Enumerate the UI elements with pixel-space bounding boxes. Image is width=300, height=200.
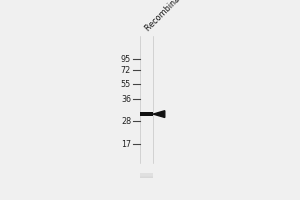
Text: 28: 28	[121, 117, 131, 126]
Bar	[140, 173, 153, 176]
Bar	[140, 173, 153, 176]
Text: 95: 95	[121, 55, 131, 64]
Bar	[140, 174, 153, 177]
Bar	[140, 173, 153, 176]
Bar	[140, 174, 153, 177]
Bar	[140, 175, 153, 178]
Bar	[140, 173, 153, 176]
Bar	[140, 175, 153, 177]
Bar	[140, 175, 153, 178]
Bar	[140, 174, 153, 177]
Bar	[140, 174, 153, 177]
Bar	[140, 175, 153, 178]
Bar	[140, 173, 153, 176]
Bar	[140, 174, 153, 177]
Text: 55: 55	[121, 80, 131, 89]
Bar	[140, 173, 153, 176]
Polygon shape	[153, 111, 165, 117]
Bar	[140, 173, 153, 176]
Bar	[140, 174, 153, 176]
Bar	[140, 173, 153, 176]
Bar	[140, 175, 153, 178]
Bar	[140, 174, 153, 177]
Bar	[140, 173, 153, 176]
Bar	[140, 173, 153, 176]
Text: 17: 17	[121, 140, 131, 149]
Bar	[140, 173, 153, 176]
Bar	[140, 112, 153, 116]
Bar	[140, 174, 153, 177]
Bar	[140, 173, 153, 176]
Bar	[140, 174, 153, 177]
Bar	[140, 174, 153, 177]
Bar	[140, 173, 153, 175]
Bar	[140, 175, 153, 178]
Bar	[140, 173, 153, 176]
Bar	[140, 173, 153, 176]
Bar	[140, 174, 153, 177]
Bar	[140, 175, 153, 178]
Bar	[140, 174, 153, 177]
Bar	[140, 173, 153, 176]
Text: 36: 36	[121, 95, 131, 104]
Bar	[140, 175, 153, 177]
Bar	[140, 174, 153, 177]
Bar	[140, 174, 153, 177]
Bar	[140, 173, 153, 176]
Bar	[140, 175, 153, 178]
Text: Recombinant protein: Recombinant protein	[144, 0, 210, 33]
Bar	[140, 174, 153, 177]
Bar	[140, 174, 153, 177]
Bar	[140, 175, 153, 178]
Bar	[140, 173, 153, 176]
Bar	[140, 175, 153, 178]
Bar	[140, 173, 153, 176]
Bar	[140, 174, 153, 177]
Bar	[140, 174, 153, 176]
Bar	[140, 175, 153, 177]
Bar	[140, 174, 153, 177]
Bar	[140, 175, 153, 178]
Bar	[140, 173, 153, 176]
Bar	[140, 173, 153, 176]
Bar	[140, 175, 153, 178]
Bar	[140, 174, 153, 177]
Bar	[140, 175, 153, 178]
Text: 72: 72	[121, 66, 131, 75]
Bar	[140, 174, 153, 177]
Bar	[140, 174, 153, 177]
Bar	[140, 174, 153, 177]
Bar	[140, 173, 153, 176]
